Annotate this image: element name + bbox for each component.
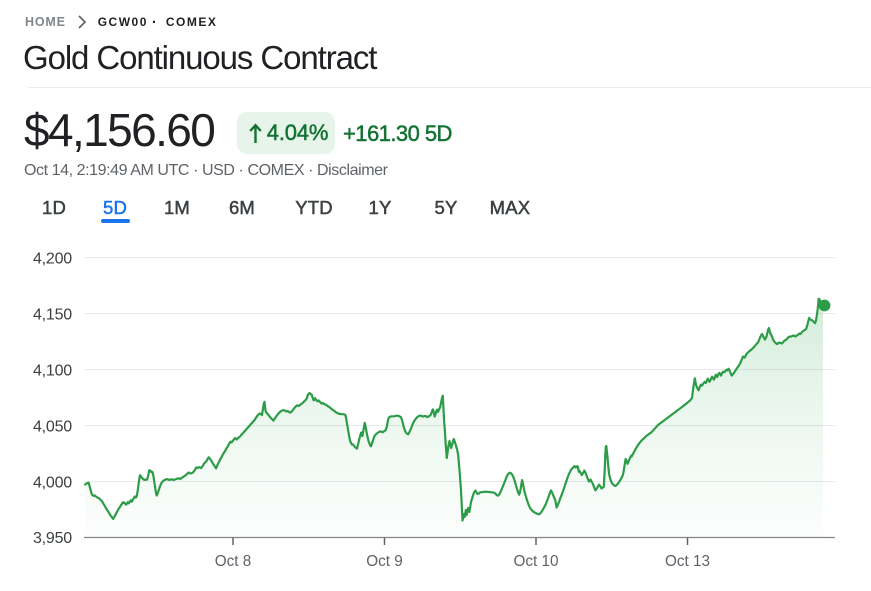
svg-text:4,200: 4,200 [33, 251, 72, 268]
svg-text:Oct 10: Oct 10 [513, 553, 558, 570]
svg-text:Oct 8: Oct 8 [215, 553, 252, 570]
svg-text:4,150: 4,150 [33, 307, 72, 324]
svg-text:4,100: 4,100 [33, 363, 72, 380]
svg-text:4,000: 4,000 [33, 475, 72, 492]
svg-text:Oct 9: Oct 9 [366, 553, 403, 570]
svg-text:4,050: 4,050 [33, 419, 72, 436]
svg-text:3,950: 3,950 [33, 530, 72, 547]
svg-text:Oct 13: Oct 13 [665, 553, 710, 570]
